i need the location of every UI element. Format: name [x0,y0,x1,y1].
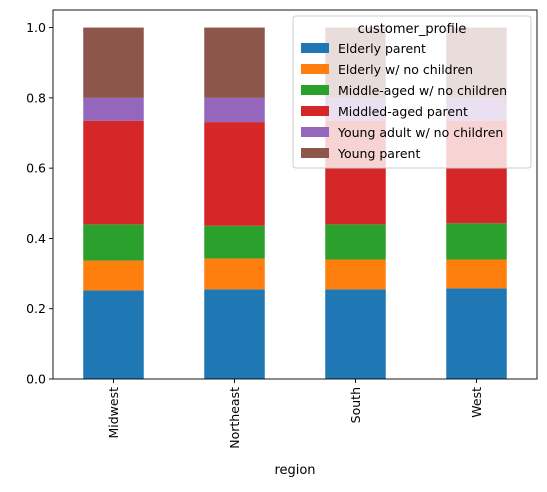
bar-northeast-series-2 [204,225,265,259]
x-tick-label-south: South [348,387,363,423]
x-tick-label-northeast: Northeast [227,387,242,449]
legend-entry-label: Young adult w/ no children [337,125,503,140]
bar-west-series-2 [446,223,507,260]
legend-entry-label: Middle-aged w/ no children [338,83,507,98]
y-tick-label: 0.4 [26,231,46,246]
bar-midwest-series-4 [83,97,144,121]
legend-box [292,15,532,169]
y-tick-label: 0.6 [26,161,46,176]
bar-northeast-series-4 [204,97,265,123]
legend: customer_profile Elderly parent Elderly w… [292,15,532,169]
legend-entry-label: Elderly parent [338,41,426,56]
y-tick-label: 0.2 [26,301,46,316]
bar-west-series-0 [446,288,507,379]
legend-swatch [301,106,329,116]
bar-south-series-2 [325,224,386,260]
bar-midwest-series-1 [83,260,144,291]
y-tick-label: 0.8 [26,90,46,105]
x-axis: Midwest Northeast South West [106,379,484,449]
y-tick-label: 1.0 [26,20,46,35]
legend-entry-label: Young parent [337,146,420,161]
legend-entry-label: Middled-aged parent [338,104,468,119]
x-tick-label-west: West [469,387,484,418]
legend-title: customer_profile [358,22,467,37]
x-axis-label: region [274,463,315,478]
plot-frame [52,9,538,380]
legend-swatch [301,127,329,137]
y-tick-label: 0.0 [26,372,46,387]
bar-west-series-1 [446,259,507,289]
bar-south-series-1 [325,259,386,290]
bar-midwest-series-2 [83,224,144,261]
legend-swatch [301,64,329,74]
legend-swatch [301,43,329,53]
bar-northeast-series-3 [204,122,265,226]
bar-northeast-series-1 [204,258,265,290]
bar-south-series-0 [325,289,386,379]
bar-midwest-series-0 [83,290,144,379]
legend-swatch [301,85,329,95]
bar-northeast-series-5 [204,27,265,98]
legend-entries: Elderly parent Elderly w/ no children Midd… [301,41,507,161]
bar-midwest-series-5 [83,27,144,98]
legend-swatch [301,148,329,158]
y-axis: 0.0 0.2 0.4 0.6 0.8 1.0 [26,20,53,387]
bar-midwest-series-3 [83,120,144,225]
legend-entry-label: Elderly w/ no children [338,62,473,77]
bar-northeast-series-0 [204,289,265,379]
x-tick-label-midwest: Midwest [106,387,121,439]
